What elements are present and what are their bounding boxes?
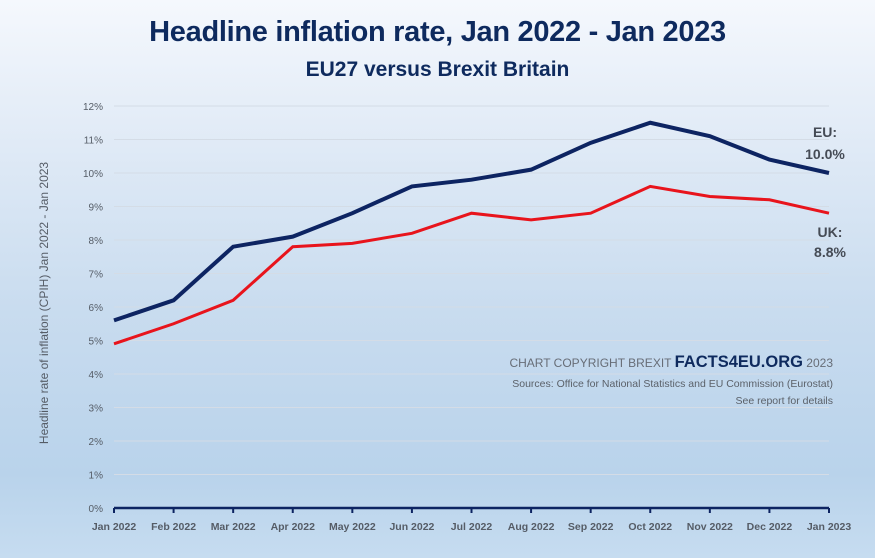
copyright-prefix: CHART COPYRIGHT BREXIT xyxy=(509,356,674,370)
chart-title: Headline inflation rate, Jan 2022 - Jan … xyxy=(149,16,726,48)
series-lines xyxy=(113,120,830,346)
x-axis: Jan 2022 Feb 2022 Mar 2022 Apr 2022 May 2022… xyxy=(92,506,852,533)
y-tick-label: 2% xyxy=(89,437,104,448)
y-tick-label: 7% xyxy=(89,270,104,281)
x-tick-label: Jun 2022 xyxy=(389,521,434,533)
copyright-annotation: CHART COPYRIGHT BREXIT FACTS4EU.ORG 2023 xyxy=(509,353,833,371)
series-line-uk xyxy=(113,184,830,346)
y-tick-label: 8% xyxy=(89,236,104,247)
y-tick-label: 0% xyxy=(89,504,104,515)
x-tick-label: Aug 2022 xyxy=(508,521,555,533)
x-tick-label: Sep 2022 xyxy=(568,521,614,533)
y-tick-label: 3% xyxy=(89,404,104,415)
y-tick-label: 5% xyxy=(89,337,104,348)
y-axis-label: Headline rate of inflation (CPIH) Jan 20… xyxy=(37,162,51,444)
y-tick-label: 9% xyxy=(89,203,104,214)
x-tick-label: Nov 2022 xyxy=(687,521,733,533)
x-tick-label: Feb 2022 xyxy=(151,521,196,533)
y-axis-ticks: 0% 1% 2% 3% 4% 5% 6% 7% 8% 9% 10% 11% 12% xyxy=(83,102,103,515)
x-tick-label: Apr 2022 xyxy=(271,521,316,533)
see-report-note: See report for details xyxy=(736,395,833,407)
x-tick-label: Dec 2022 xyxy=(747,521,793,533)
sources-note: Sources: Office for National Statistics … xyxy=(512,378,833,390)
copyright-suffix: 2023 xyxy=(803,356,833,370)
y-tick-label: 11% xyxy=(84,136,103,147)
uk-end-label-title: UK: xyxy=(818,224,843,240)
x-tick-label: May 2022 xyxy=(329,521,376,533)
y-tick-label: 1% xyxy=(89,471,104,482)
eu-end-label-title: EU: xyxy=(813,124,837,140)
brand-name: FACTS4EU.ORG xyxy=(675,353,803,371)
x-tick-label: Jan 2023 xyxy=(807,521,852,533)
series-line-eu xyxy=(113,120,830,323)
y-tick-label: 6% xyxy=(89,303,104,314)
x-tick-label: Jul 2022 xyxy=(451,521,493,533)
x-tick-label: Oct 2022 xyxy=(628,521,672,533)
eu-end-label-value: 10.0% xyxy=(805,146,845,162)
uk-end-label-value: 8.8% xyxy=(814,244,846,260)
end-labels: EU: 10.0% UK: 8.8% xyxy=(805,124,846,260)
y-tick-label: 12% xyxy=(83,102,103,113)
x-tick-label: Jan 2022 xyxy=(92,521,137,533)
x-tick-label: Mar 2022 xyxy=(211,521,256,533)
y-tick-label: 10% xyxy=(83,169,103,180)
y-tick-label: 4% xyxy=(89,370,104,381)
gridlines xyxy=(114,105,829,475)
chart-subtitle: EU27 versus Brexit Britain xyxy=(305,58,570,81)
